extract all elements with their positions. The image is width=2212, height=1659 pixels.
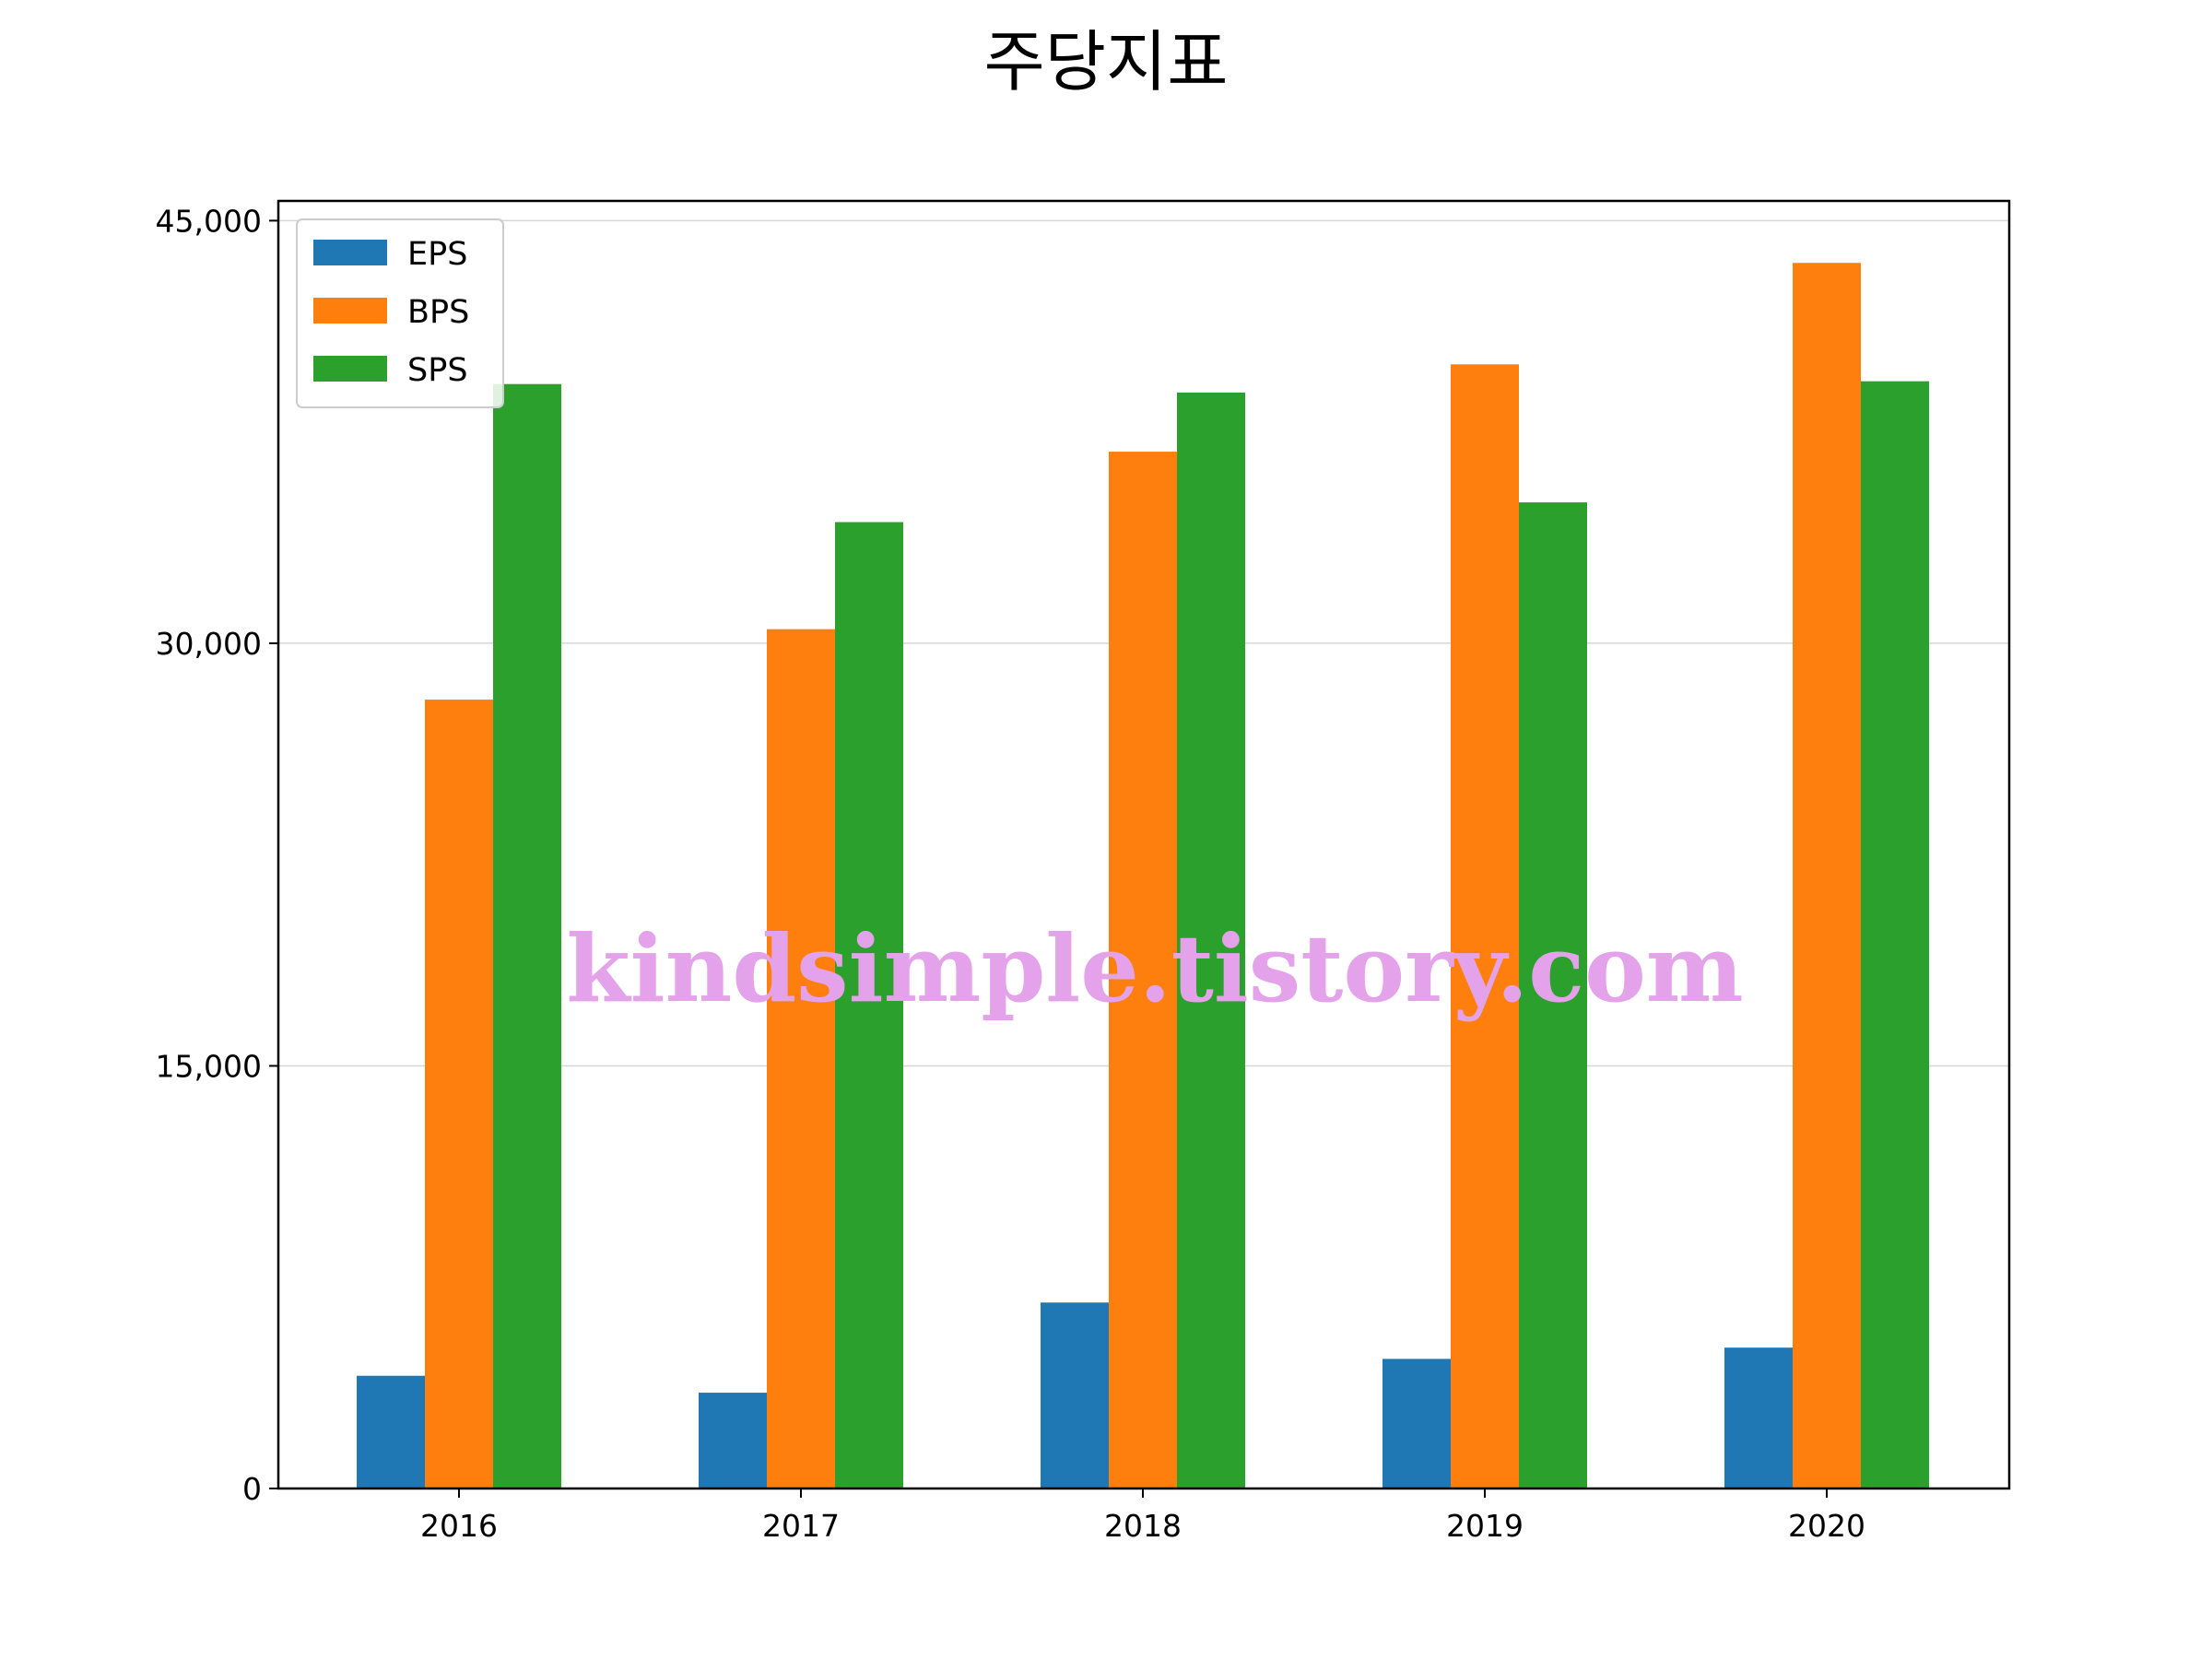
bar-sps-2019: [1519, 502, 1587, 1488]
x-tick-label: 2018: [1104, 1508, 1182, 1544]
legend-label-sps: SPS: [407, 352, 468, 389]
x-tick-label: 2016: [420, 1508, 498, 1544]
x-axis-ticks: 2016 2017 2018 2019 2020: [420, 1488, 1865, 1544]
bar-sps-2020: [1861, 381, 1929, 1489]
legend-label-eps: EPS: [407, 236, 467, 273]
legend-swatch-sps: [313, 356, 387, 382]
bar-eps-2019: [1382, 1359, 1451, 1488]
legend-swatch-bps: [313, 298, 387, 324]
bar-bps-2017: [767, 629, 835, 1488]
x-tick-label: 2017: [762, 1508, 840, 1544]
bar-eps-2020: [1724, 1347, 1793, 1488]
x-tick-label: 2019: [1446, 1508, 1524, 1544]
legend-swatch-eps: [313, 240, 387, 265]
bar-eps-2017: [699, 1393, 767, 1488]
y-tick-label: 45,000: [156, 203, 262, 239]
watermark-text: kindsimple.tistory.com: [566, 914, 1743, 1023]
bar-sps-2016: [493, 383, 561, 1489]
legend: EPS BPS SPS: [296, 218, 504, 408]
legend-label-bps: BPS: [407, 294, 469, 331]
bar-eps-2018: [1041, 1302, 1109, 1488]
y-tick-label: 0: [242, 1471, 262, 1507]
bar-bps-2019: [1451, 364, 1519, 1488]
y-tick-label: 30,000: [156, 626, 262, 662]
bars: [357, 263, 1929, 1489]
bar-sps-2017: [835, 522, 903, 1488]
x-tick-label: 2020: [1788, 1508, 1865, 1544]
y-tick-label: 15,000: [156, 1048, 262, 1084]
bar-bps-2016: [425, 700, 493, 1488]
bar-sps-2018: [1177, 392, 1245, 1489]
bar-eps-2016: [357, 1375, 425, 1488]
bar-bps-2018: [1109, 452, 1177, 1488]
y-axis-ticks: 0 15,000 30,000 45,000: [156, 203, 278, 1507]
bar-bps-2020: [1793, 263, 1861, 1488]
chart-title: 주당지표: [984, 23, 1229, 100]
